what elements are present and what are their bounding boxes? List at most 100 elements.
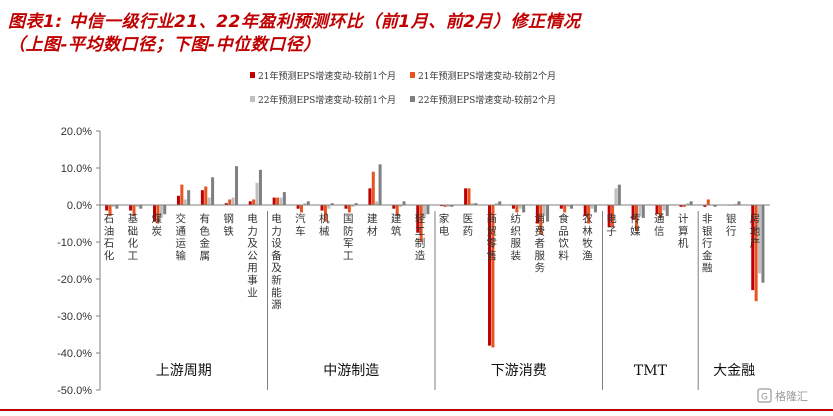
legend-label-3: 22年预测EPS增速变动-较前1个月 [258,94,396,106]
bar-s1-4 [200,190,204,205]
category-label: 计算机 [678,212,689,250]
bar-s1-21 [607,205,611,228]
category-label: 非银行金融 [702,213,713,274]
bar-s3-27 [758,205,762,274]
bar-s2-24 [682,205,686,207]
bar-s3-19 [566,205,570,207]
category-label: 基础化工 [128,212,139,262]
bar-s2-27 [754,205,758,302]
category-label: 传媒 [630,213,641,237]
legend-swatch-1 [250,72,255,78]
bar-s2-16 [491,205,495,348]
bar-s2-1 [132,205,136,217]
category-label: 汽车 [295,212,306,237]
bar-s2-13 [419,205,423,242]
bar-s2-11 [371,171,375,205]
bar-s4-16 [498,201,502,205]
bar-s2-19 [563,205,567,213]
bar-s2-3 [180,184,184,205]
y-tick-label: -10.0% [57,237,92,249]
bar-s1-5 [224,203,228,205]
category-label: 国防军工 [343,213,354,262]
bar-s1-6 [248,201,252,205]
bar-s4-8 [306,201,310,205]
group-label: 下游消费 [491,363,547,379]
legend-swatch-2 [410,72,415,78]
bar-s2-9 [323,205,327,222]
bar-s1-20 [583,205,587,217]
bar-s4-14 [450,205,454,207]
bar-s3-24 [686,203,690,205]
category-label: 消费者服务 [534,212,545,274]
bar-s4-19 [570,205,574,209]
category-label: 商贸零售 [487,212,498,262]
watermark: G 格隆汇 [757,388,808,403]
bar-s4-7 [282,192,286,205]
bar-s2-7 [276,197,280,205]
chart-title-line1: 图表1: 中信一级行业21、22年盈利预测环比（前1月、前2月）修正情况 [8,12,581,32]
bar-s1-18 [535,205,539,224]
bar-s3-11 [375,201,379,205]
bar-s1-10 [344,205,348,209]
bar-s3-7 [279,197,283,205]
y-tick-label: -20.0% [57,274,92,286]
bar-s4-10 [354,203,358,205]
bar-s2-4 [204,186,208,205]
bar-s3-10 [351,205,355,207]
bar-s2-10 [347,205,351,213]
bar-s1-11 [368,188,372,205]
bar-s2-22 [634,205,638,231]
legend-label-1: 21年预测EPS增速变动-较前1个月 [258,70,396,82]
bar-s1-8 [296,205,300,209]
category-label: 纺织服装 [511,212,522,262]
bar-s2-12 [395,205,399,217]
bar-s4-11 [378,164,382,205]
bar-s4-24 [689,201,693,205]
category-label: 食品饮料 [558,212,569,262]
bar-s1-2 [153,205,157,222]
legend-swatch-3 [250,96,255,102]
y-tick-label: -40.0% [57,348,92,360]
category-label: 家电 [439,212,450,237]
category-label: 石油石化 [104,213,115,262]
bar-s1-7 [272,197,276,205]
bar-s4-15 [474,203,478,205]
bar-s3-4 [207,197,211,205]
bar-s1-9 [320,205,324,211]
bar-s1-27 [751,205,755,291]
category-label: 交通运输 [176,212,187,262]
bar-s1-1 [129,205,133,211]
group-label: 大金融 [713,363,755,379]
group-label: 上游周期 [156,363,212,379]
bar-s2-5 [228,199,232,205]
legend-swatch-4 [410,96,415,102]
bar-s4-0 [115,205,119,209]
bar-s2-14 [443,205,447,207]
bar-s1-13 [416,205,420,233]
bar-s1-24 [679,205,683,207]
bar-s2-6 [252,199,256,205]
bar-s1-22 [631,205,635,220]
bar-s1-25 [703,205,707,207]
legend: 21年预测EPS增速变动-较前1个月 21年预测EPS增速变动-较前2个月 22年预… [250,70,556,106]
bar-s3-3 [183,199,187,205]
bar-s3-16 [494,203,498,205]
bar-s3-2 [159,205,163,218]
bar-s2-2 [156,205,160,224]
bar-s4-25 [713,205,717,207]
bar-s2-17 [515,205,519,213]
group-label: TMT [634,363,668,379]
bar-s3-23 [662,205,666,211]
bar-s4-26 [737,201,741,205]
category-label: 电力及公用事业 [247,212,258,299]
bar-s1-19 [559,205,563,209]
legend-label-2: 21年预测EPS增速变动-较前2个月 [418,70,556,82]
bar-s3-17 [518,205,522,209]
bar-s4-18 [546,205,550,222]
bar-s4-5 [235,166,239,205]
legend-label-4: 22年预测EPS增速变动-较前2个月 [418,94,556,106]
watermark-logo-icon [757,388,772,403]
watermark-logo-glyph: G [761,393,768,403]
group-label: 中游制造 [323,363,379,379]
bar-s3-12 [399,205,403,207]
